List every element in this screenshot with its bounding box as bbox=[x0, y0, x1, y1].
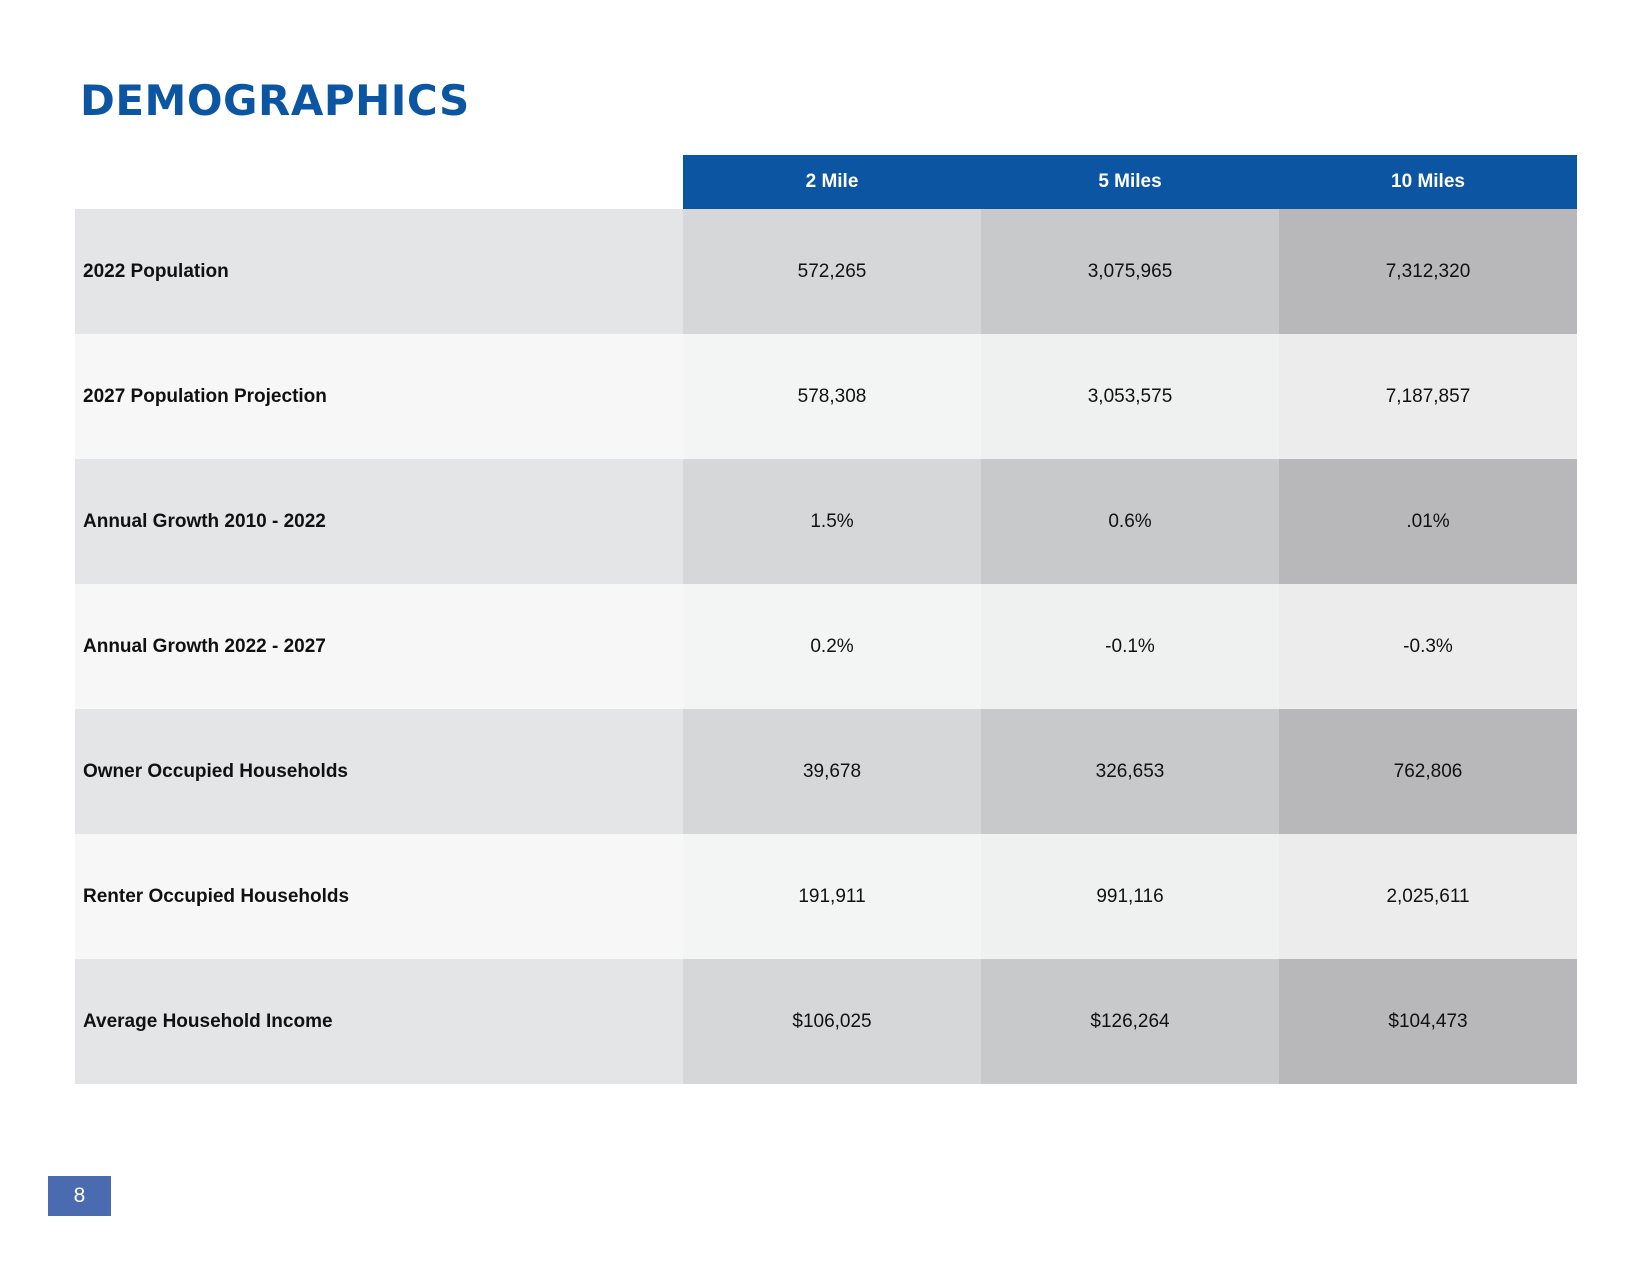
cell-10-miles: $104,473 bbox=[1279, 959, 1577, 1084]
row-label: Renter Occupied Households bbox=[75, 834, 683, 959]
column-header-2-mile: 2 Mile bbox=[683, 155, 981, 209]
cell-2-mile: 39,678 bbox=[683, 709, 981, 834]
row-label: Average Household Income bbox=[75, 959, 683, 1084]
cell-2-mile: 191,911 bbox=[683, 834, 981, 959]
table-row: 2022 Population 572,265 3,075,965 7,312,… bbox=[75, 209, 1577, 334]
table-header-row: 2 Mile 5 Miles 10 Miles bbox=[75, 155, 1577, 209]
cell-10-miles: 7,187,857 bbox=[1279, 334, 1577, 459]
header-corner bbox=[75, 155, 683, 209]
cell-5-miles: 991,116 bbox=[981, 834, 1279, 959]
table-row: Owner Occupied Households 39,678 326,653… bbox=[75, 709, 1577, 834]
cell-2-mile: 0.2% bbox=[683, 584, 981, 709]
cell-5-miles: 3,053,575 bbox=[981, 334, 1279, 459]
cell-10-miles: 762,806 bbox=[1279, 709, 1577, 834]
cell-10-miles: 2,025,611 bbox=[1279, 834, 1577, 959]
page-title: DEMOGRAPHICS bbox=[80, 76, 470, 125]
table-row: Renter Occupied Households 191,911 991,1… bbox=[75, 834, 1577, 959]
demographics-table: 2 Mile 5 Miles 10 Miles 2022 Population … bbox=[75, 155, 1577, 1084]
column-header-5-miles: 5 Miles bbox=[981, 155, 1279, 209]
table-row: Average Household Income $106,025 $126,2… bbox=[75, 959, 1577, 1084]
row-label: 2027 Population Projection bbox=[75, 334, 683, 459]
cell-2-mile: 572,265 bbox=[683, 209, 981, 334]
row-label: Annual Growth 2022 - 2027 bbox=[75, 584, 683, 709]
cell-2-mile: 1.5% bbox=[683, 459, 981, 584]
table-row: Annual Growth 2022 - 2027 0.2% -0.1% -0.… bbox=[75, 584, 1577, 709]
row-label: Annual Growth 2010 - 2022 bbox=[75, 459, 683, 584]
table-row: 2027 Population Projection 578,308 3,053… bbox=[75, 334, 1577, 459]
table-row: Annual Growth 2010 - 2022 1.5% 0.6% .01% bbox=[75, 459, 1577, 584]
cell-10-miles: -0.3% bbox=[1279, 584, 1577, 709]
cell-5-miles: 3,075,965 bbox=[981, 209, 1279, 334]
row-label: Owner Occupied Households bbox=[75, 709, 683, 834]
column-header-10-miles: 10 Miles bbox=[1279, 155, 1577, 209]
cell-5-miles: -0.1% bbox=[981, 584, 1279, 709]
page-number-badge: 8 bbox=[48, 1176, 111, 1216]
cell-5-miles: 326,653 bbox=[981, 709, 1279, 834]
cell-5-miles: $126,264 bbox=[981, 959, 1279, 1084]
cell-2-mile: $106,025 bbox=[683, 959, 981, 1084]
cell-2-mile: 578,308 bbox=[683, 334, 981, 459]
cell-5-miles: 0.6% bbox=[981, 459, 1279, 584]
cell-10-miles: 7,312,320 bbox=[1279, 209, 1577, 334]
cell-10-miles: .01% bbox=[1279, 459, 1577, 584]
row-label: 2022 Population bbox=[75, 209, 683, 334]
